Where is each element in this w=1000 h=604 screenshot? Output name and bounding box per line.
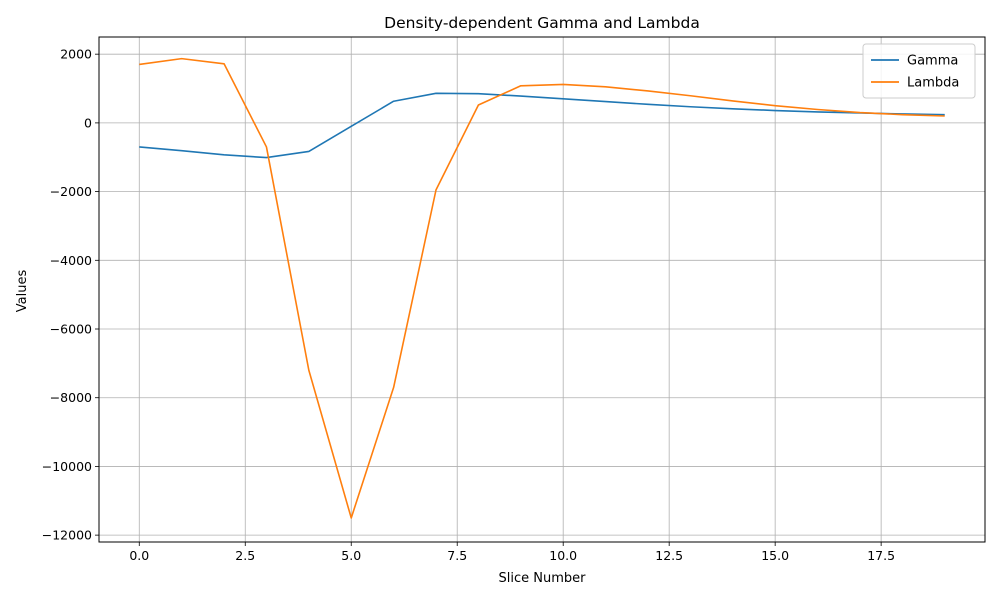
y-tick-label: −12000 (42, 528, 92, 543)
series-lines (139, 57, 945, 519)
x-axis-ticks: 0.0 2.5 5.0 7.5 10.0 12.5 15.0 17.5 (129, 542, 895, 563)
y-tick-label: −8000 (50, 390, 92, 405)
x-tick-label: 2.5 (235, 548, 255, 563)
x-tick-label: 0.0 (129, 548, 149, 563)
y-tick-label: 2000 (60, 47, 92, 62)
chart-title: Density-dependent Gamma and Lambda (384, 14, 700, 32)
y-axis-ticks: 2000 0 −2000 −4000 −6000 −8000 −10000 −12000 (42, 47, 99, 543)
x-tick-label: 7.5 (447, 548, 467, 563)
plot-frame (98, 36, 986, 543)
legend-box (862, 43, 976, 99)
legend: Gamma Lambda (862, 43, 976, 99)
series-line-gamma (139, 92, 945, 159)
y-tick-label: −2000 (50, 184, 92, 199)
y-tick-label: −6000 (50, 322, 92, 337)
y-tick-label: −4000 (50, 253, 92, 268)
series-line-lambda (139, 57, 945, 519)
x-axis-label: Slice Number (499, 571, 587, 586)
x-tick-label: 5.0 (341, 548, 361, 563)
legend-label-lambda: Lambda (907, 76, 959, 91)
x-tick-label: 17.5 (867, 548, 895, 563)
x-tick-label: 10.0 (549, 548, 577, 563)
y-tick-label: 0 (84, 115, 92, 130)
legend-label-gamma: Gamma (907, 54, 958, 69)
y-tick-label: −10000 (42, 459, 92, 474)
x-tick-label: 12.5 (655, 548, 683, 563)
x-tick-label: 15.0 (761, 548, 789, 563)
grid (99, 37, 985, 542)
y-axis-label: Values (15, 270, 30, 313)
